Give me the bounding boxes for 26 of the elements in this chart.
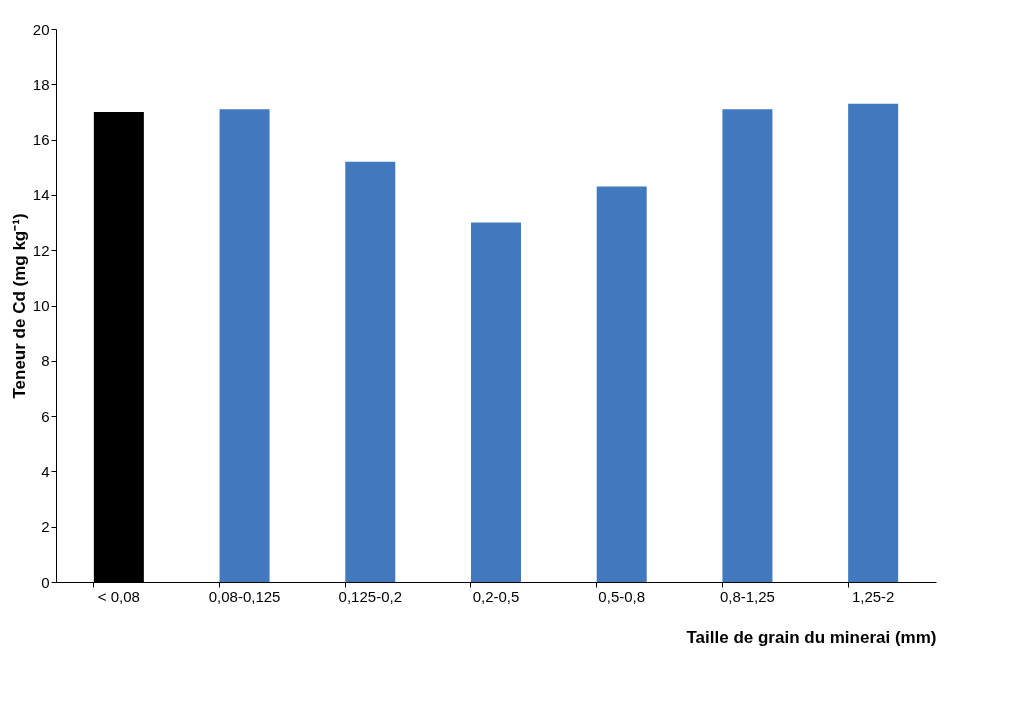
x-tick-label: < 0,08 <box>97 587 140 605</box>
y-tick-label: 2 <box>41 518 50 536</box>
x-tick-label: 0,125-0,2 <box>338 587 402 605</box>
x-tick-label: 0,5-0,8 <box>598 587 646 605</box>
y-tick-label: 18 <box>32 75 50 93</box>
bar <box>596 186 647 582</box>
y-tick-label: 8 <box>41 352 50 370</box>
bar <box>848 103 899 582</box>
bar <box>722 109 773 582</box>
y-tick-label: 10 <box>32 297 50 314</box>
bar <box>219 109 270 582</box>
y-tick-label: 16 <box>32 131 50 149</box>
y-tick-label: 20 <box>32 20 50 38</box>
bar <box>345 161 396 582</box>
y-tick-label: 14 <box>32 186 50 204</box>
x-tick-label: 1,25-2 <box>851 587 895 605</box>
y-tick-label: 12 <box>32 241 50 259</box>
x-tick-label: 0,08-0,125 <box>208 587 281 605</box>
x-tick-label: 0,8-1,25 <box>719 587 775 605</box>
bar <box>471 222 521 582</box>
x-axis-title: Taille de grain du minerai (mm) <box>686 627 937 647</box>
y-tick-label: 6 <box>41 407 50 425</box>
x-tick-label: 0,2-0,5 <box>472 587 520 605</box>
y-axis-title: Teneur de Cd (mg kg⁻¹) <box>9 213 29 399</box>
y-tick-label: 4 <box>41 462 50 480</box>
y-tick-label: 0 <box>41 573 50 591</box>
